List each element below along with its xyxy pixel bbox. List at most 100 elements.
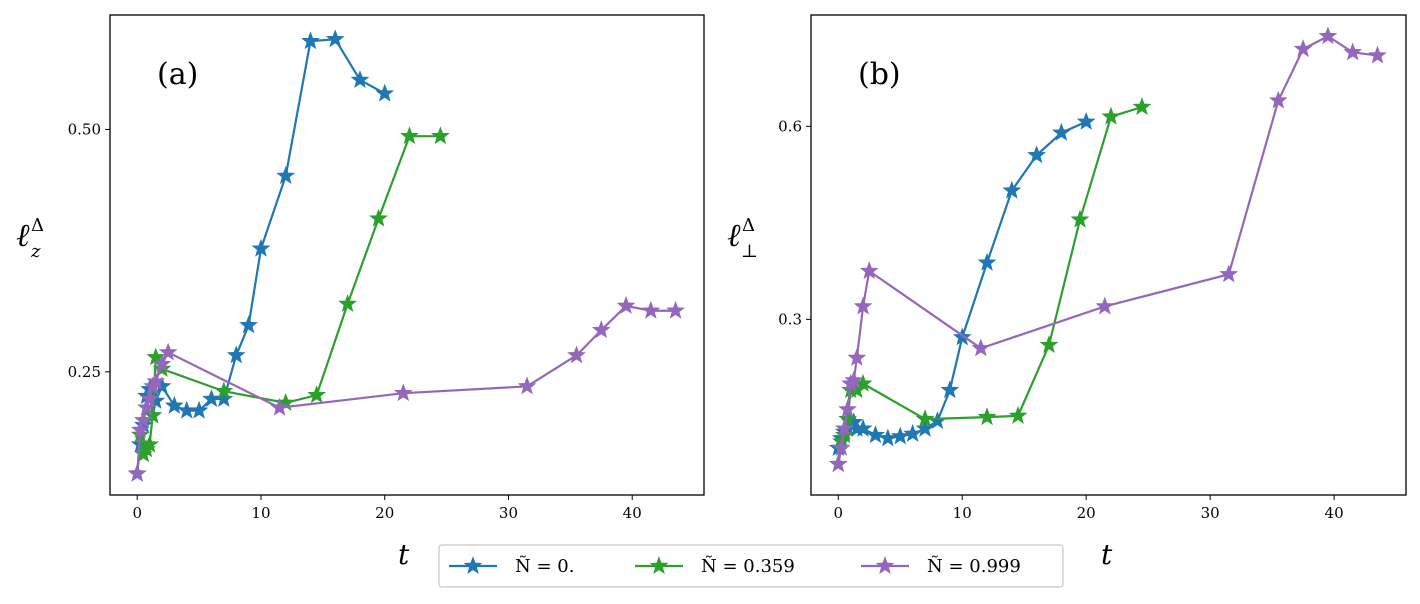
data-point-a-2-16	[666, 300, 685, 319]
x-tick-label-b-2: 20	[1077, 504, 1096, 522]
data-point-a-2-15	[641, 300, 661, 319]
data-point-a-2-12	[567, 345, 586, 364]
data-point-a-1-10	[307, 385, 327, 404]
data-point-b-2-3	[838, 399, 857, 418]
data-point-a-1-8	[214, 381, 234, 400]
x-tick-label-b-1: 10	[953, 504, 972, 522]
data-point-a-2-6	[146, 371, 166, 390]
y-tick-label-a-1: 0.50	[68, 120, 101, 138]
data-point-b-1-9	[977, 407, 997, 426]
data-point-b-2-6	[847, 348, 867, 366]
data-point-b-0-7	[853, 418, 873, 437]
data-point-a-0-10	[189, 400, 209, 419]
legend-label-1: Ñ = 0.359	[701, 554, 795, 577]
data-point-a-1-13	[400, 126, 419, 145]
data-point-a-0-19	[350, 70, 370, 88]
data-point-a-0-12	[214, 389, 234, 407]
data-point-a-2-14	[616, 296, 636, 314]
data-point-b-0-11	[903, 424, 923, 442]
data-point-b-0-19	[1052, 122, 1071, 141]
data-point-b-2-8	[859, 261, 879, 280]
y-tick-label-b-0: 0.3	[778, 310, 802, 328]
y-label-main-a: ℓ	[16, 216, 30, 254]
data-point-a-0-20	[375, 83, 395, 102]
legend-label-2: Ñ = 0.999	[927, 554, 1021, 577]
data-point-b-1-8	[915, 409, 935, 428]
legend-label-0: Ñ = 0.	[515, 554, 574, 577]
data-point-a-0-13	[226, 345, 246, 364]
data-point-b-0-14	[940, 380, 960, 399]
data-point-b-1-13	[1101, 106, 1121, 125]
legend: Ñ = 0. Ñ = 0.359 Ñ = 0.999	[438, 544, 1064, 588]
data-point-b-0-12	[915, 418, 935, 437]
series-line-a-1	[136, 135, 441, 474]
plot-area-b	[810, 14, 1407, 496]
x-tick-label-a-4: 40	[623, 504, 642, 522]
legend-marker-2	[875, 556, 895, 574]
data-point-b-1-10	[1008, 406, 1028, 424]
data-point-a-1-4	[140, 434, 159, 453]
data-point-b-1-12	[1070, 209, 1090, 228]
data-point-b-0-9	[878, 428, 898, 447]
data-point-a-0-17	[301, 31, 320, 50]
legend-marker-0	[463, 556, 483, 574]
data-point-b-2-11	[1219, 264, 1239, 283]
series-group-a	[127, 29, 685, 482]
x-tick-label-a-0: 0	[132, 504, 142, 522]
data-point-a-0-15	[251, 238, 271, 257]
y-tick-label-b-1: 0.6	[778, 117, 802, 135]
data-point-b-1-14	[1132, 97, 1152, 115]
data-point-a-0-16	[276, 166, 296, 184]
data-point-b-0-18	[1027, 145, 1046, 164]
data-point-b-2-16	[1368, 45, 1387, 64]
data-point-a-2-0	[127, 463, 147, 482]
data-point-b-2-0	[828, 454, 848, 473]
data-point-b-0-17	[1002, 180, 1022, 199]
panel-a: 0 10 20 30 40 0.25 0.50 (a) t ℓ Δ z	[16, 14, 705, 571]
data-point-b-2-1	[831, 438, 851, 457]
y-axis-label-b: ℓ Δ ⊥	[727, 215, 758, 262]
series-line-b-1	[837, 105, 1143, 465]
x-tick-label-b-4: 40	[1325, 504, 1344, 522]
data-point-a-2-10	[393, 383, 413, 402]
data-point-b-1-3	[838, 409, 857, 428]
data-point-b-2-7	[853, 296, 873, 315]
y-label-sub-a: z	[30, 241, 41, 262]
data-point-a-2-7	[152, 354, 172, 373]
data-point-b-0-10	[890, 426, 910, 445]
data-point-a-2-2	[134, 410, 153, 429]
legend-items: Ñ = 0. Ñ = 0.359 Ñ = 0.999	[449, 554, 1021, 577]
y-label-main-b: ℓ	[727, 216, 741, 254]
series-group-b	[828, 26, 1387, 473]
data-point-a-0-8	[164, 395, 184, 414]
y-label-sup-a: Δ	[31, 215, 44, 236]
data-point-b-0-8	[866, 425, 885, 444]
data-point-a-0-14	[239, 315, 258, 334]
data-point-b-2-5	[844, 370, 864, 389]
data-point-a-1-11	[338, 294, 357, 312]
y-label-sup-b: Δ	[742, 215, 755, 236]
panel-b: 0 10 20 30 40 0.3 0.6 (b) t ℓ Δ ⊥	[727, 14, 1407, 571]
x-tick-label-a-3: 30	[499, 504, 518, 522]
data-point-b-2-15	[1343, 42, 1363, 61]
y-axis-label-a: ℓ Δ z	[16, 215, 44, 262]
x-axis-label-a: t	[398, 538, 410, 571]
ticks-b: 0 10 20 30 40 0.3 0.6	[778, 117, 1344, 522]
data-point-b-2-10	[1095, 296, 1115, 315]
y-label-sub-b: ⊥	[741, 241, 758, 262]
data-point-a-2-11	[517, 376, 537, 395]
ticks-a: 0 10 20 30 40 0.25 0.50	[68, 120, 642, 522]
series-line-b-2	[837, 34, 1378, 465]
data-point-a-1-14	[431, 126, 450, 145]
data-point-b-1-11	[1039, 335, 1059, 354]
legend-marker-1	[649, 556, 669, 574]
x-tick-label-a-2: 20	[375, 504, 394, 522]
data-point-b-2-13	[1293, 39, 1313, 58]
x-axis-label-b: t	[1101, 538, 1113, 571]
y-tick-label-a-0: 0.25	[68, 363, 101, 381]
legend-box	[438, 544, 1064, 588]
data-point-a-2-4	[140, 389, 159, 407]
panel-label-b: (b)	[858, 57, 901, 92]
data-point-a-1-12	[369, 208, 388, 227]
